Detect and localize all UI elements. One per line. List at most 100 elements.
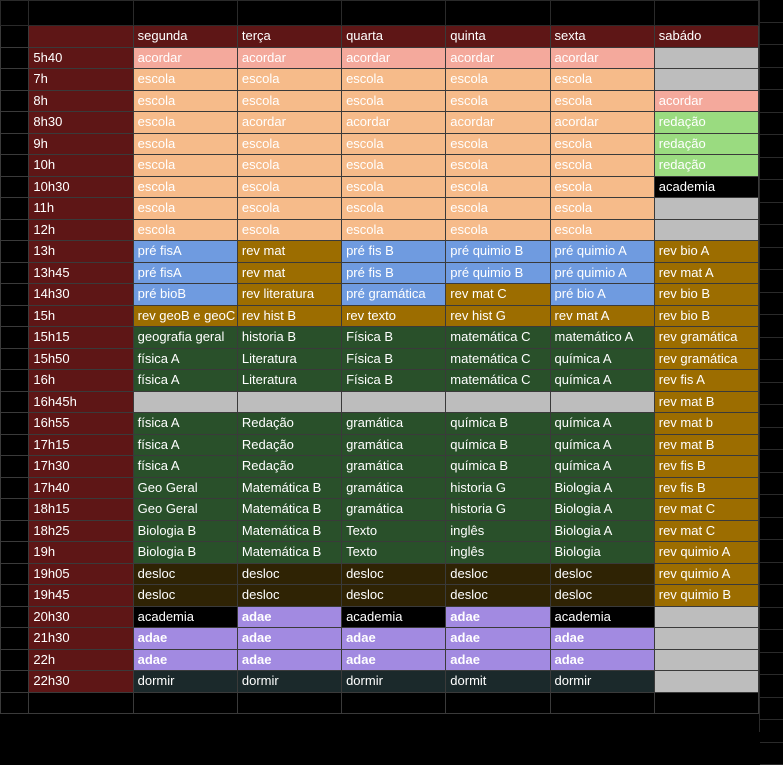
blank-cell[interactable] [654, 1, 758, 26]
blank-cell[interactable] [1, 413, 29, 435]
schedule-cell[interactable]: dormit [446, 671, 550, 693]
schedule-cell[interactable]: escola [446, 90, 550, 112]
schedule-cell[interactable]: pré quimio B [446, 241, 550, 263]
schedule-cell[interactable] [654, 69, 758, 91]
schedule-cell[interactable]: Redação [237, 413, 341, 435]
schedule-cell[interactable]: inglês [446, 520, 550, 542]
day-header-cell[interactable]: sabádo [654, 26, 758, 48]
schedule-cell[interactable]: escola [133, 176, 237, 198]
schedule-cell[interactable]: rev hist B [237, 305, 341, 327]
schedule-cell[interactable]: matemático A [550, 327, 654, 349]
schedule-cell[interactable]: escola [446, 69, 550, 91]
schedule-cell[interactable]: Física B [342, 348, 446, 370]
schedule-cell[interactable]: escola [133, 112, 237, 134]
blank-cell[interactable] [1, 671, 29, 693]
schedule-cell[interactable]: pré bio A [550, 284, 654, 306]
time-cell[interactable]: 15h50 [29, 348, 133, 370]
schedule-cell[interactable]: gramática [342, 456, 446, 478]
blank-cell[interactable] [1, 542, 29, 564]
schedule-cell[interactable]: dormir [237, 671, 341, 693]
schedule-cell[interactable] [133, 391, 237, 413]
blank-cell[interactable] [1, 606, 29, 628]
schedule-cell[interactable]: Biologia B [133, 520, 237, 542]
day-header-cell[interactable]: segunda [133, 26, 237, 48]
schedule-cell[interactable]: desloc [550, 585, 654, 607]
schedule-cell[interactable]: escola [237, 219, 341, 241]
schedule-cell[interactable]: Redação [237, 456, 341, 478]
blank-cell[interactable] [446, 1, 550, 26]
schedule-cell[interactable]: química B [446, 456, 550, 478]
time-cell[interactable]: 21h30 [29, 628, 133, 650]
schedule-cell[interactable]: rev hist G [446, 305, 550, 327]
time-cell[interactable]: 16h45h [29, 391, 133, 413]
schedule-cell[interactable]: Biologia A [550, 520, 654, 542]
schedule-cell[interactable]: Geo Geral [133, 499, 237, 521]
schedule-cell[interactable]: rev mat B [654, 391, 758, 413]
time-cell[interactable]: 18h15 [29, 499, 133, 521]
schedule-cell[interactable]: pré bioB [133, 284, 237, 306]
schedule-cell[interactable]: desloc [550, 563, 654, 585]
time-cell[interactable]: 17h15 [29, 434, 133, 456]
blank-cell[interactable] [133, 1, 237, 26]
schedule-cell[interactable]: Redação [237, 434, 341, 456]
blank-cell[interactable] [1, 241, 29, 263]
schedule-cell[interactable]: desloc [342, 563, 446, 585]
time-cell[interactable]: 9h [29, 133, 133, 155]
schedule-cell[interactable]: escola [342, 90, 446, 112]
schedule-cell[interactable]: adae [237, 606, 341, 628]
schedule-cell[interactable]: escola [446, 198, 550, 220]
schedule-cell[interactable] [654, 649, 758, 671]
blank-cell[interactable] [1, 305, 29, 327]
time-cell[interactable]: 13h [29, 241, 133, 263]
schedule-cell[interactable]: rev gramática [654, 348, 758, 370]
blank-cell[interactable] [342, 692, 446, 714]
blank-cell[interactable] [133, 692, 237, 714]
schedule-cell[interactable]: inglês [446, 542, 550, 564]
schedule-cell[interactable]: acordar [550, 112, 654, 134]
schedule-cell[interactable]: geografia geral [133, 327, 237, 349]
blank-cell[interactable] [237, 692, 341, 714]
time-cell[interactable]: 12h [29, 219, 133, 241]
schedule-cell[interactable]: adae [446, 649, 550, 671]
schedule-cell[interactable]: academia [654, 176, 758, 198]
schedule-cell[interactable]: adae [237, 649, 341, 671]
schedule-cell[interactable]: escola [237, 133, 341, 155]
time-cell[interactable]: 22h30 [29, 671, 133, 693]
time-cell[interactable]: 19h05 [29, 563, 133, 585]
schedule-cell[interactable]: escola [550, 176, 654, 198]
blank-cell[interactable] [1, 499, 29, 521]
schedule-cell[interactable]: desloc [133, 563, 237, 585]
schedule-cell[interactable]: adae [550, 649, 654, 671]
blank-cell[interactable] [1, 262, 29, 284]
schedule-cell[interactable]: Física B [342, 370, 446, 392]
schedule-cell[interactable]: redação [654, 155, 758, 177]
schedule-cell[interactable]: escola [237, 198, 341, 220]
schedule-cell[interactable]: rev gramática [654, 327, 758, 349]
blank-cell[interactable] [1, 133, 29, 155]
schedule-cell[interactable] [237, 391, 341, 413]
time-cell[interactable]: 16h [29, 370, 133, 392]
schedule-cell[interactable]: química A [550, 413, 654, 435]
schedule-cell[interactable]: gramática [342, 413, 446, 435]
schedule-cell[interactable]: Matemática B [237, 520, 341, 542]
schedule-cell[interactable]: gramática [342, 477, 446, 499]
schedule-cell[interactable]: gramática [342, 434, 446, 456]
schedule-cell[interactable] [654, 671, 758, 693]
schedule-cell[interactable]: escola [342, 176, 446, 198]
schedule-cell[interactable]: escola [237, 90, 341, 112]
blank-cell[interactable] [1, 585, 29, 607]
schedule-cell[interactable] [654, 606, 758, 628]
schedule-cell[interactable]: rev mat C [446, 284, 550, 306]
blank-cell[interactable] [1, 69, 29, 91]
time-cell[interactable]: 19h45 [29, 585, 133, 607]
schedule-cell[interactable]: acordar [550, 47, 654, 69]
schedule-cell[interactable]: matemática C [446, 348, 550, 370]
day-header-cell[interactable]: quinta [446, 26, 550, 48]
time-cell[interactable]: 17h30 [29, 456, 133, 478]
schedule-cell[interactable]: química A [550, 348, 654, 370]
schedule-cell[interactable]: escola [237, 155, 341, 177]
schedule-cell[interactable]: adae [446, 628, 550, 650]
schedule-cell[interactable]: historia G [446, 477, 550, 499]
schedule-cell[interactable]: Literatura [237, 370, 341, 392]
schedule-cell[interactable]: escola [446, 176, 550, 198]
